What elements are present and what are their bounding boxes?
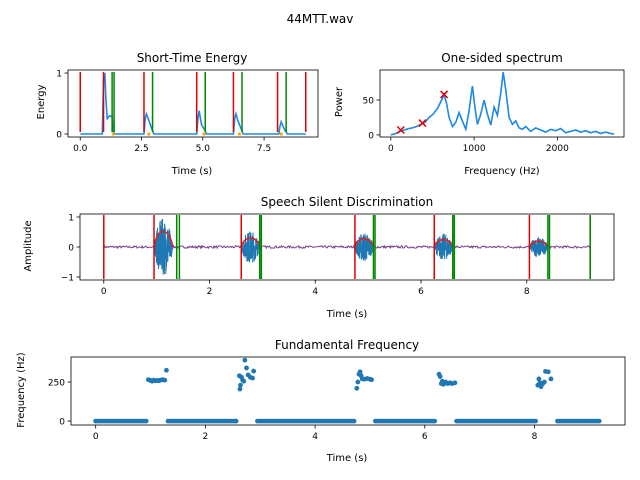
energy-marker [202, 132, 206, 136]
energy-chart: Short-Time Energy Time (s) Energy 0.0 2.5… [36, 51, 319, 177]
f0-point [437, 374, 443, 379]
spectrum-ylabel: Power [334, 86, 345, 117]
energy-marker [111, 132, 115, 136]
energy-ytick-label: 1 [56, 70, 62, 80]
energy-plot-area [79, 72, 307, 136]
discrimination-xtick-label: 6 [418, 287, 424, 297]
f0-point [545, 369, 551, 375]
f0-xtick-label: 6 [422, 432, 428, 442]
discrimination-xtick-label: 8 [524, 287, 530, 297]
f0-xtick-label: 2 [203, 432, 209, 442]
f0-chart: Fundamental Frequency Time (s) Frequency… [16, 338, 626, 464]
discrimination-chart-title: Speech Silent Discrimination [261, 195, 433, 209]
f0-point [164, 367, 169, 373]
speech-envelope [153, 230, 174, 248]
energy-xtick-label: 7.5 [257, 144, 271, 154]
f0-point [548, 376, 554, 382]
f0-point [244, 365, 249, 371]
f0-point [533, 418, 538, 424]
f0-axes-frame [70, 356, 626, 426]
f0-ylabel: Frequency (Hz) [16, 352, 27, 428]
spectrum-line [390, 71, 615, 136]
discrimination-ytick-label: 0 [68, 244, 74, 254]
spectrum-ytick-label: 50 [363, 97, 375, 107]
speech-segment [240, 231, 261, 263]
spectrum-xlabel: Frequency (Hz) [464, 166, 540, 177]
speech-segment [354, 233, 374, 261]
discrimination-plot-area [103, 215, 591, 279]
f0-point [596, 418, 602, 424]
f0-point [432, 418, 438, 424]
f0-point [536, 376, 542, 382]
spectrum-xtick-label: 0 [388, 144, 394, 154]
energy-ytick-label: 0 [56, 130, 62, 140]
f0-point [242, 357, 248, 363]
spectrum-peak-marker [440, 90, 449, 99]
energy-marker [147, 132, 151, 136]
energy-line [80, 72, 306, 135]
speech-envelope [240, 237, 261, 248]
spectrum-chart-title: One-sided spectrum [441, 51, 563, 65]
f0-point [251, 368, 257, 374]
f0-point [541, 379, 547, 385]
f0-xtick-label: 4 [312, 432, 318, 442]
f0-point [237, 386, 243, 392]
f0-point [357, 369, 363, 375]
energy-xtick-label: 5.0 [196, 144, 211, 154]
f0-ytick-label: 250 [48, 379, 65, 389]
energy-ylabel: Energy [36, 84, 47, 119]
discrimination-xtick-label: 0 [101, 287, 107, 297]
figure-title: 44MTT.wav [287, 12, 354, 26]
f0-point [233, 418, 239, 424]
energy-chart-title: Short-Time Energy [137, 51, 248, 65]
f0-point [241, 378, 247, 384]
discrimination-ylabel: Amplitude [23, 220, 34, 271]
f0-point [355, 379, 361, 385]
f0-point [452, 380, 458, 386]
f0-point [354, 385, 360, 391]
discrimination-xlabel: Time (s) [326, 309, 368, 320]
spectrum-axes-frame [379, 69, 625, 138]
silence-signal [103, 244, 591, 250]
f0-point [369, 377, 374, 383]
discrimination-ytick-label: −1 [61, 274, 74, 284]
spectrum-xtick-label: 2000 [546, 144, 569, 154]
f0-point [250, 375, 255, 381]
energy-marker [279, 132, 283, 136]
spectrum-chart: One-sided spectrum Frequency (Hz) Power … [334, 51, 625, 177]
energy-marker [237, 132, 242, 136]
energy-xtick-label: 2.5 [134, 144, 148, 154]
energy-xlabel: Time (s) [171, 166, 213, 177]
speech-segment [433, 233, 454, 260]
discrimination-chart: Speech Silent Discrimination Time (s) Am… [23, 195, 615, 320]
f0-point [143, 418, 149, 424]
energy-xtick-label: 0.0 [73, 144, 88, 154]
speech-segment [153, 218, 173, 275]
speech-envelope [528, 240, 549, 248]
f0-point [238, 382, 243, 388]
spectrum-peak-marker [418, 119, 427, 128]
f0-xtick-label: 0 [93, 432, 99, 442]
energy-axes-frame [67, 69, 319, 138]
f0-xtick-label: 8 [532, 432, 538, 442]
spectrum-plot-area [390, 71, 615, 136]
f0-chart-title: Fundamental Frequency [275, 338, 419, 352]
speech-segment [528, 237, 549, 257]
f0-point [162, 377, 168, 383]
spectrum-peak-marker [396, 125, 405, 135]
spectrum-xtick-label: 1000 [463, 144, 486, 154]
discrimination-xtick-label: 2 [207, 287, 213, 297]
discrimination-xtick-label: 4 [312, 287, 318, 297]
speech-envelope [354, 238, 375, 248]
f0-ytick-label: 0 [59, 418, 65, 428]
f0-xlabel: Time (s) [326, 453, 368, 464]
discrimination-ytick-label: 1 [68, 214, 74, 224]
speech-envelope [433, 238, 454, 248]
f0-point [351, 418, 357, 424]
spectrum-ytick-label: 0 [368, 131, 374, 141]
f0-plot-area [93, 357, 602, 424]
